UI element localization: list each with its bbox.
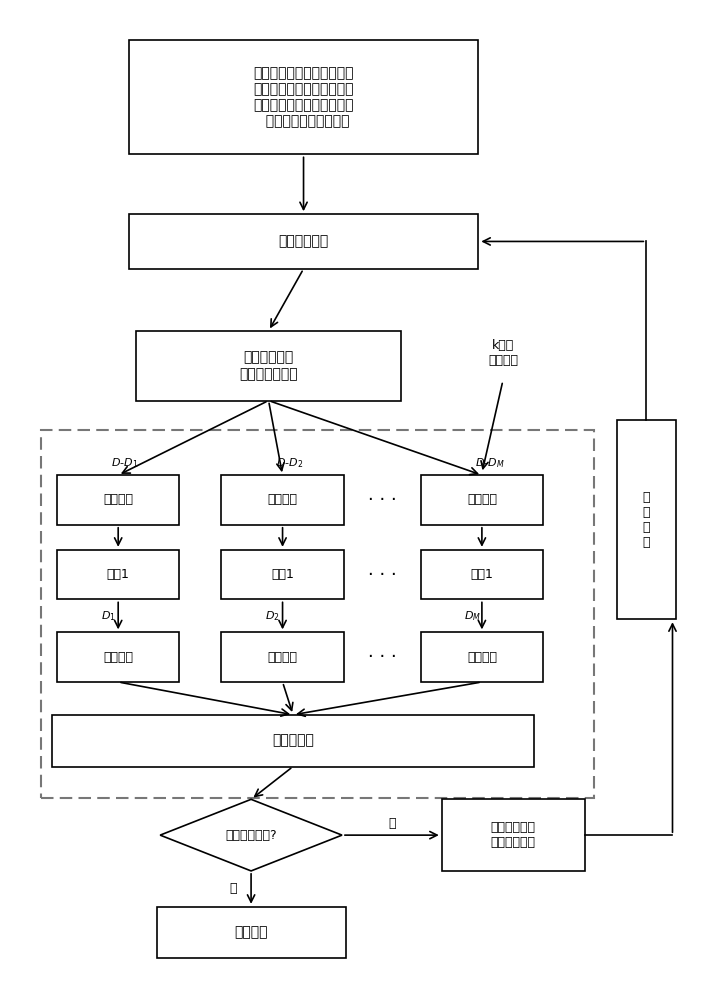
Text: $D$-$D_M$: $D$-$D_M$ <box>475 456 505 470</box>
Text: · · ·: · · · <box>367 491 396 509</box>
Text: $D_1$: $D_1$ <box>101 609 116 623</box>
Bar <box>421 475 543 525</box>
Bar <box>129 40 479 154</box>
Bar <box>221 632 344 682</box>
Text: 计算适应度: 计算适应度 <box>272 734 314 748</box>
Bar <box>421 550 543 599</box>
Bar <box>129 214 479 269</box>
Text: 初始化，包括：最大迭代次
数、种群个数、个体最大更
新次数、惩罚因子和核函数
  参数的最大值和最小值: 初始化，包括：最大迭代次 数、种群个数、个体最大更 新次数、惩罚因子和核函数 参… <box>253 66 354 129</box>
Text: $D$-$D_1$: $D$-$D_1$ <box>111 456 139 470</box>
Polygon shape <box>160 799 342 871</box>
Bar <box>57 475 179 525</box>
Bar <box>135 331 401 401</box>
Text: 是: 是 <box>230 882 238 895</box>
Text: 模型学习: 模型学习 <box>467 493 497 506</box>
Bar <box>421 632 543 682</box>
Text: 模型1: 模型1 <box>271 568 294 581</box>
Bar <box>51 715 534 767</box>
Text: · · ·: · · · <box>367 648 396 666</box>
Bar <box>57 550 179 599</box>
Text: · · ·: · · · <box>367 566 396 584</box>
Bar <box>221 475 344 525</box>
Text: 模型学习: 模型学习 <box>103 493 133 506</box>
Text: 更新惩罚因子
和核函数参数值: 更新惩罚因子 和核函数参数值 <box>239 351 298 381</box>
Text: 模型1: 模型1 <box>470 568 493 581</box>
Text: 输出结果: 输出结果 <box>234 926 268 940</box>
Bar <box>617 420 676 619</box>
Bar <box>221 550 344 599</box>
Text: 更
新
种
群: 更 新 种 群 <box>642 491 650 549</box>
Text: $D_M$: $D_M$ <box>465 609 482 623</box>
Text: 模型验证: 模型验证 <box>467 651 497 664</box>
Text: 模型学习: 模型学习 <box>268 493 298 506</box>
Bar <box>42 430 594 798</box>
Text: 是否满足条件?: 是否满足条件? <box>226 829 277 842</box>
Text: k折线
交叉确认: k折线 交叉确认 <box>488 339 518 367</box>
Bar <box>57 632 179 682</box>
Text: $D_2$: $D_2$ <box>265 609 280 623</box>
Text: 模型验证: 模型验证 <box>268 651 298 664</box>
Bar <box>441 799 585 871</box>
Text: $D$-$D_2$: $D$-$D_2$ <box>276 456 303 470</box>
Bar <box>157 907 345 958</box>
Text: 交叉搜索、计
算新适应度值: 交叉搜索、计 算新适应度值 <box>491 821 536 849</box>
Text: 模型1: 模型1 <box>106 568 130 581</box>
Text: 产生初始种群: 产生初始种群 <box>278 234 329 248</box>
Text: 模型验证: 模型验证 <box>103 651 133 664</box>
Text: 否: 否 <box>388 817 396 830</box>
